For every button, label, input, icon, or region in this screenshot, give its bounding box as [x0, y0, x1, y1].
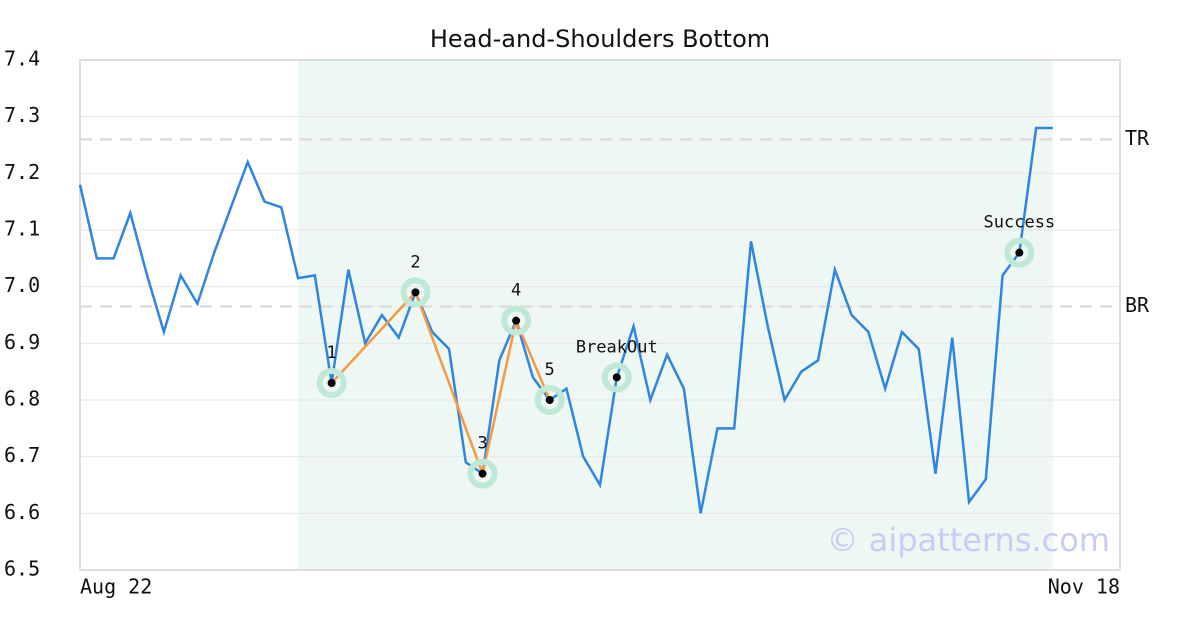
y-tick-label: 7.3 [4, 103, 40, 127]
y-tick-label: 7.2 [4, 160, 40, 184]
point-label: 3 [477, 434, 487, 454]
point-dot [512, 316, 521, 325]
y-tick-label: 6.7 [4, 443, 40, 467]
y-tick-label: 6.6 [4, 500, 40, 524]
y-tick-label: 6.8 [4, 387, 40, 411]
point-dot [612, 373, 621, 382]
x-tick-label: Nov 18 [1048, 575, 1120, 599]
point-halo [1004, 237, 1035, 268]
price-line [78, 126, 1053, 514]
y-tick-label: 6.5 [4, 557, 40, 581]
level-label: BR [1125, 293, 1150, 317]
point-halo [316, 368, 347, 398]
pattern-region [298, 60, 1053, 570]
y-tick-label: 7.4 [4, 47, 40, 71]
point-halo [467, 458, 498, 489]
point-dot [478, 469, 487, 478]
y-tick-label: 7.0 [4, 273, 40, 297]
point-label: BreakOut [576, 337, 658, 357]
point-label: Success [984, 213, 1056, 233]
point-label: 1 [326, 343, 336, 363]
level-label: TR [1125, 126, 1150, 150]
x-tick-label: Aug 22 [80, 575, 152, 599]
y-tick-label: 6.9 [4, 330, 40, 354]
point-label: 4 [511, 281, 521, 301]
point-dot [1015, 248, 1024, 257]
point-halo [534, 385, 565, 415]
point-dot [411, 288, 420, 297]
point-halo [601, 362, 632, 393]
point-dot [327, 379, 336, 387]
point-label: 2 [410, 252, 420, 272]
y-tick-label: 7.1 [4, 217, 40, 241]
chart-title: Head-and-Shoulders Bottom [430, 25, 770, 53]
watermark: © aipatterns.com [827, 521, 1110, 559]
point-label: 5 [545, 360, 555, 380]
point-halo [400, 277, 431, 308]
point-dot [545, 396, 554, 404]
point-halo [501, 305, 532, 336]
plot-frame [79, 59, 1121, 571]
